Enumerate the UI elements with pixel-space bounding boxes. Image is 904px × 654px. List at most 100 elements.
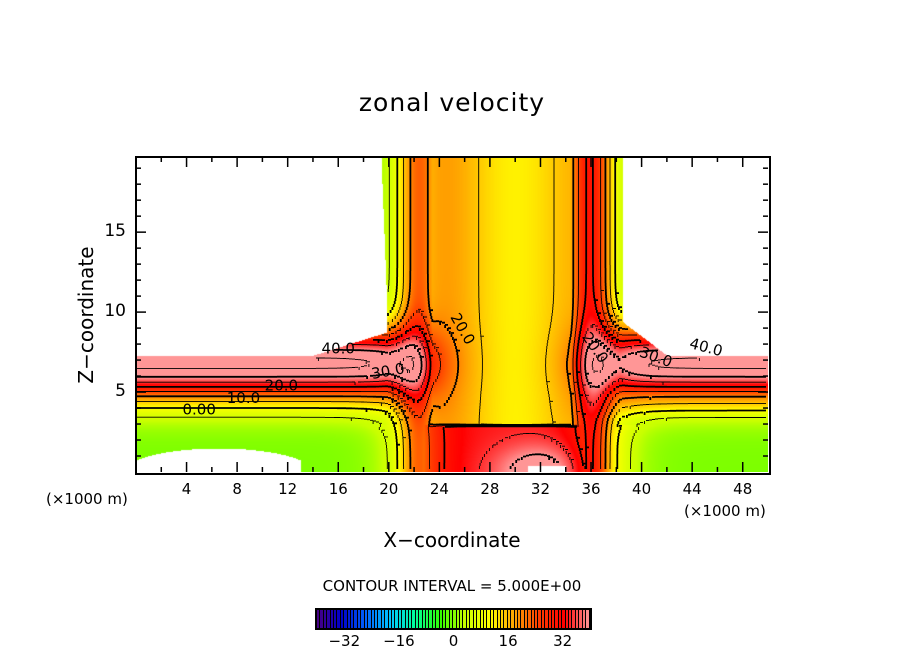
color-bar-segment xyxy=(497,610,501,628)
color-bar-segment xyxy=(466,610,471,628)
x-tick-label: 32 xyxy=(530,480,551,498)
color-bar-segment xyxy=(582,610,587,628)
x-unit-label-left: (×1000 m) xyxy=(46,490,128,508)
color-bar-segment xyxy=(586,610,590,628)
color-bar-segment xyxy=(480,610,484,628)
color-bar-segment xyxy=(354,610,358,628)
color-bar-segment xyxy=(323,610,328,628)
color-bar-segment xyxy=(378,610,382,628)
contour-label: 40.0 xyxy=(322,340,355,358)
color-bar-segment xyxy=(483,610,488,628)
color-bar-segment xyxy=(395,610,399,628)
contour-line-40 xyxy=(136,338,766,469)
color-bar-segment xyxy=(364,610,369,628)
color-bar-segment xyxy=(562,610,566,628)
color-bar-segment xyxy=(514,610,518,628)
color-bar-segment xyxy=(477,610,481,628)
color-bar-segment xyxy=(449,610,454,628)
contour-label: 20.0 xyxy=(265,376,298,394)
color-bar-segment xyxy=(374,610,379,628)
contour-interval-text: CONTOUR INTERVAL = 5.000E+00 xyxy=(322,577,582,595)
color-bar-segment xyxy=(422,610,426,628)
y-tick-label: 15 xyxy=(104,221,126,242)
y-tick-label: 10 xyxy=(104,301,126,322)
color-bar-segment xyxy=(317,610,321,628)
x-tick-label: 12 xyxy=(278,480,298,498)
color-bar-segment xyxy=(538,610,542,628)
contour-line-10 xyxy=(136,157,766,469)
color-bar-segment xyxy=(511,610,515,628)
color-bar-segment xyxy=(412,610,416,628)
color-bar-segment xyxy=(405,610,409,628)
plot-area: 40.0 30.0 20.0 10.0 0.00 20.0 20.0 30.0 40.0 xyxy=(136,157,768,472)
contour-label: 10.0 xyxy=(227,389,260,407)
x-axis-title: X−coordinate xyxy=(383,528,521,552)
color-bar-segment xyxy=(436,610,440,628)
color-bar-segment xyxy=(555,610,559,628)
color-bar-tick-label: 32 xyxy=(553,632,573,650)
color-bar-tick-label: 0 xyxy=(448,632,459,650)
color-bar-segment xyxy=(347,610,352,628)
contour-line-30 xyxy=(136,157,766,469)
x-tick-label: 40 xyxy=(632,480,652,498)
color-bar-segment xyxy=(398,610,403,628)
color-bar-segment xyxy=(521,610,525,628)
color-bar-tick-label: 16 xyxy=(498,632,518,650)
color-bar-segment xyxy=(402,610,406,628)
color-bar-segment xyxy=(463,610,467,628)
x-tick-label: 20 xyxy=(379,480,399,498)
color-bar-segment xyxy=(565,610,570,628)
velocity-field-heatmap xyxy=(136,157,768,472)
x-tick-label: 44 xyxy=(682,480,702,498)
color-bar-tick-label: −32 xyxy=(328,632,361,650)
color-bar-segment xyxy=(531,610,535,628)
color-bar-segment xyxy=(456,610,461,628)
contour-label: 0.00 xyxy=(182,400,215,418)
color-bar-segment xyxy=(545,610,549,628)
color-bar-segment xyxy=(334,610,338,628)
color-bar-segment xyxy=(575,610,580,628)
color-bar-segment xyxy=(535,610,539,628)
color-bar-segment xyxy=(385,610,389,628)
color-bar-segment xyxy=(490,610,495,628)
color-bar-segment xyxy=(415,610,420,628)
contour-line-45 xyxy=(136,354,766,373)
x-unit-label-right: (×1000 m) xyxy=(684,502,766,520)
color-bar-segment xyxy=(330,610,335,628)
color-bar-segment xyxy=(494,610,498,628)
x-tick-label: 48 xyxy=(733,480,753,498)
color-bar-segment xyxy=(408,610,413,628)
color-bar-segment xyxy=(572,610,576,628)
color-bar-segment xyxy=(579,610,583,628)
y-axis-title: Z−coordinate xyxy=(74,246,98,384)
color-bar-segment xyxy=(340,610,345,628)
color-bar-segment xyxy=(371,610,375,628)
y-tick-label: 5 xyxy=(115,381,126,402)
color-bar-segment xyxy=(460,610,464,628)
color-bar-tick-label: −16 xyxy=(383,632,415,650)
x-tick-label: 36 xyxy=(581,480,601,498)
color-bar-segment xyxy=(541,610,546,628)
color-bar-segment xyxy=(528,610,532,628)
chart-title: zonal velocity xyxy=(358,88,546,117)
color-bar-segment xyxy=(548,610,553,628)
color-bar-segment xyxy=(552,610,556,628)
x-tick-label: 24 xyxy=(429,480,449,498)
contour-label: 30.0 xyxy=(370,359,406,383)
color-bar-segment xyxy=(337,610,341,628)
color-bar-segment xyxy=(446,610,450,628)
color-bar-segment xyxy=(507,610,512,628)
color-bar-segment xyxy=(344,610,348,628)
plot-frame xyxy=(135,156,771,475)
color-bar-segment xyxy=(419,610,423,628)
color-bar-segment xyxy=(327,610,331,628)
color-bar-segment xyxy=(320,610,324,628)
contour-line-20 xyxy=(136,157,766,469)
color-bar-segment xyxy=(361,610,365,628)
x-tick-label: 8 xyxy=(232,480,242,498)
contour-line-35 xyxy=(136,324,766,469)
color-bar-segment xyxy=(470,610,474,628)
color-bar-segment xyxy=(558,610,563,628)
color-bar-segment xyxy=(500,610,505,628)
